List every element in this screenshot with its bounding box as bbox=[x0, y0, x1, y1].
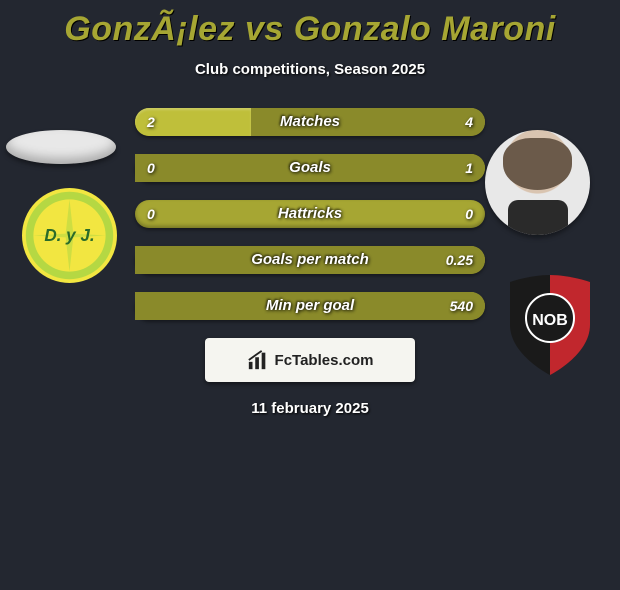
stat-row: Min per goal 540 bbox=[135, 292, 485, 320]
stat-value-right: 0 bbox=[465, 200, 473, 228]
date-text: 11 february 2025 bbox=[0, 400, 620, 417]
stat-row: 0 Goals 1 bbox=[135, 154, 485, 182]
fctables-badge[interactable]: FcTables.com bbox=[205, 338, 415, 382]
fctables-label: FcTables.com bbox=[275, 352, 374, 369]
stat-label: Goals per match bbox=[135, 246, 485, 274]
stat-label: Goals bbox=[135, 154, 485, 182]
club-right-text: NOB bbox=[532, 312, 568, 329]
player-right-avatar bbox=[485, 130, 590, 235]
club-left-badge: D. y J. bbox=[22, 188, 117, 283]
player-left-avatar bbox=[6, 130, 116, 164]
club-right-badge: NOB bbox=[500, 270, 600, 370]
stat-value-right: 540 bbox=[450, 292, 473, 320]
stat-row: 2 Matches 4 bbox=[135, 108, 485, 136]
stat-value-right: 4 bbox=[465, 108, 473, 136]
stat-label: Matches bbox=[135, 108, 485, 136]
stat-value-right: 0.25 bbox=[446, 246, 473, 274]
stats-container: 2 Matches 4 0 Goals 1 0 Hattricks 0 Goal… bbox=[135, 108, 485, 320]
club-left-text: D. y J. bbox=[44, 226, 94, 245]
stat-label: Min per goal bbox=[135, 292, 485, 320]
page-title: GonzÃ¡lez vs Gonzalo Maroni bbox=[0, 10, 620, 49]
stat-label: Hattricks bbox=[135, 200, 485, 228]
stat-row: 0 Hattricks 0 bbox=[135, 200, 485, 228]
stat-value-right: 1 bbox=[465, 154, 473, 182]
stat-row: Goals per match 0.25 bbox=[135, 246, 485, 274]
chart-icon bbox=[247, 349, 269, 371]
subtitle: Club competitions, Season 2025 bbox=[0, 61, 620, 78]
